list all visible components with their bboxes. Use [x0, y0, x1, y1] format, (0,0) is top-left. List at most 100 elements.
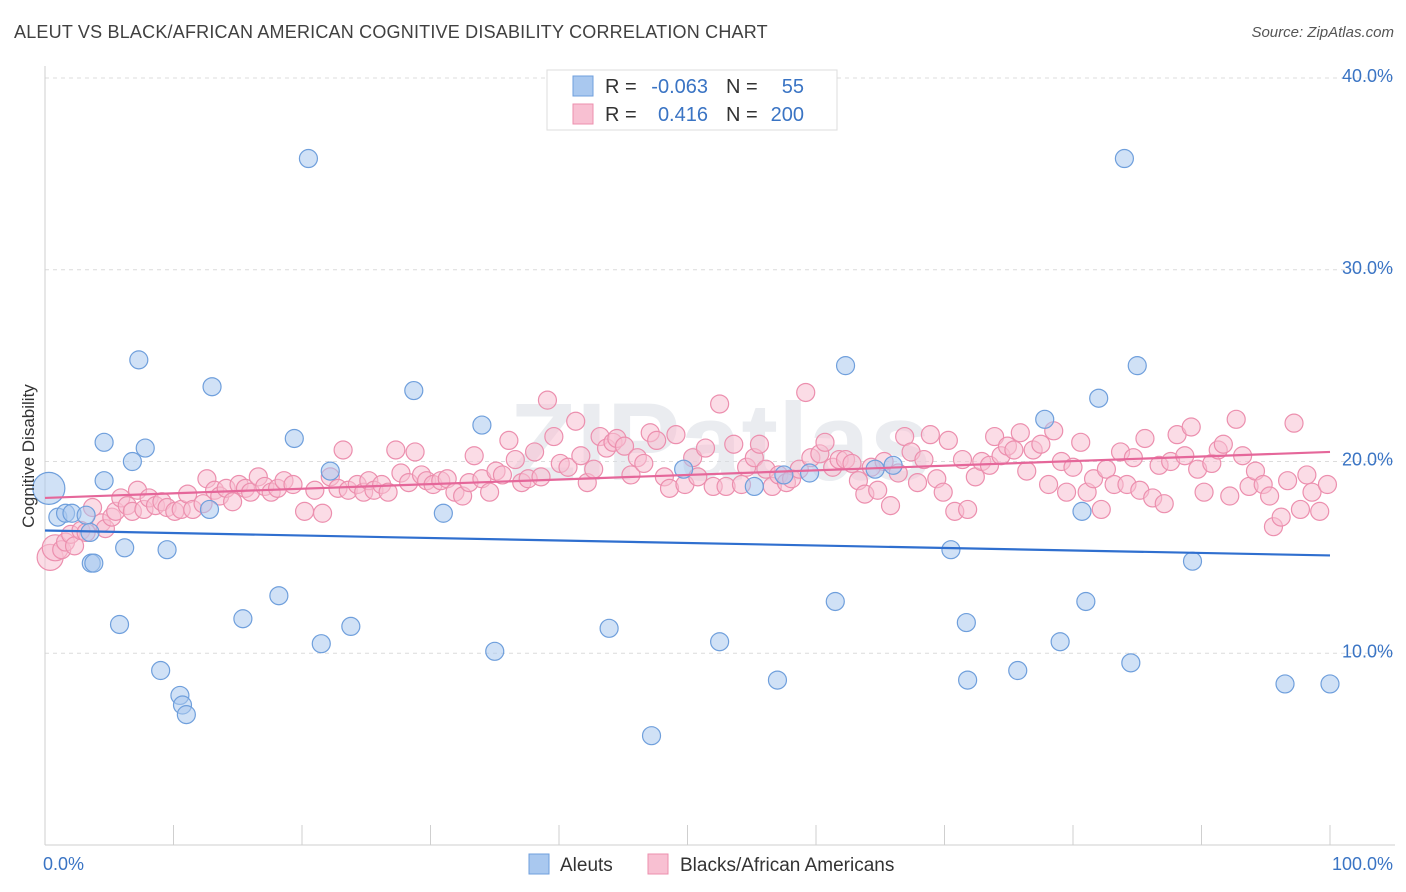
aleuts-point-57	[1182, 551, 1203, 571]
legend-n-value-blacks: 200	[771, 104, 804, 126]
blacks-point-196	[1317, 474, 1338, 495]
legend-r-value-blacks: 0.416	[658, 104, 708, 126]
blacks-point-84	[584, 459, 604, 479]
aleuts-point-48	[1008, 660, 1028, 681]
aleuts-point-38	[767, 670, 788, 690]
blacks-point-174	[1175, 446, 1195, 466]
aleuts-point-11	[115, 538, 135, 558]
aleuts-point-54	[1114, 148, 1135, 169]
aleuts-trend-line	[44, 529, 1331, 557]
aleuts-point-44	[883, 455, 903, 475]
aleuts-point-30	[433, 503, 453, 523]
blacks-point-103	[710, 394, 730, 414]
aleuts-point-22	[233, 609, 253, 629]
blacks-point-141	[958, 499, 978, 520]
blacks-point-145	[985, 426, 1005, 447]
blacks-point-156	[1056, 482, 1077, 502]
blacks-point-68	[480, 482, 500, 502]
blacks-point-89	[614, 436, 635, 456]
blacks-point-153	[1038, 474, 1059, 495]
blacks-point-192	[1290, 499, 1311, 520]
aleuts-point-27	[320, 461, 340, 481]
aleuts-point-26	[311, 634, 331, 654]
blacks-point-77	[537, 390, 558, 410]
blacks-point-41	[294, 501, 315, 521]
blacks-point-150	[1017, 461, 1037, 481]
blacks-point-57	[405, 442, 425, 462]
bottom-legend-swatch-blacks	[647, 853, 669, 875]
blacks-point-119	[815, 432, 835, 452]
aleuts-point-31	[472, 415, 492, 435]
series-aleuts-points	[32, 148, 1340, 746]
chart-title: ALEUT VS BLACK/AFRICAN AMERICAN COGNITIV…	[14, 22, 768, 42]
blacks-point-53	[378, 482, 398, 502]
aleuts-point-20	[199, 499, 220, 520]
aleuts-point-41	[825, 591, 845, 612]
trend-lines	[44, 450, 1331, 557]
aleuts-point-45	[941, 540, 961, 560]
aleuts-point-21	[202, 377, 222, 397]
blacks-point-80	[558, 457, 578, 477]
axes	[44, 66, 1395, 846]
aleuts-point-49	[1035, 409, 1055, 429]
blacks-point-177	[1194, 482, 1214, 502]
aleuts-point-47	[958, 670, 978, 690]
blacks-point-135	[920, 425, 940, 445]
blacks-point-116	[796, 382, 816, 403]
legend-swatch-blacks	[572, 103, 594, 125]
aleuts-point-24	[284, 428, 304, 449]
aleuts-point-29	[404, 380, 424, 401]
blacks-point-90	[621, 465, 641, 485]
aleuts-point-33	[599, 618, 619, 638]
blacks-point-175	[1181, 417, 1201, 437]
aleuts-point-16	[157, 540, 177, 560]
blacks-point-70	[492, 465, 513, 485]
blacks-point-105	[724, 434, 744, 454]
blacks-point-46	[333, 440, 353, 460]
aleuts-point-53	[1089, 388, 1109, 408]
blacks-point-127	[868, 480, 888, 500]
blacks-point-40	[283, 474, 303, 495]
x-tick-label-1: 100.0%	[1332, 854, 1393, 874]
aleuts-point-7	[84, 553, 104, 573]
aleuts-point-8	[94, 471, 114, 491]
legend-n-label-aleuts: N =	[726, 76, 758, 98]
aleuts-point-28	[341, 616, 361, 637]
blacks-point-191	[1284, 413, 1304, 433]
blacks-trend-line	[44, 450, 1331, 500]
blacks-point-71	[499, 430, 519, 451]
blacks-point-193	[1297, 465, 1317, 485]
blacks-point-134	[914, 449, 934, 470]
blacks-point-66	[464, 446, 484, 466]
y-tick-labels: 10.0% 20.0% 30.0% 40.0%	[1342, 66, 1393, 661]
blacks-point-189	[1271, 507, 1291, 527]
aleuts-point-23	[269, 586, 289, 606]
aleuts-point-50	[1050, 632, 1070, 652]
legend-r-value-aleuts: -0.063	[651, 76, 708, 98]
aleuts-point-36	[710, 632, 730, 652]
blacks-point-43	[312, 503, 333, 523]
legend-r-label-blacks: R =	[605, 104, 637, 126]
series-blacks-points	[36, 382, 1338, 571]
aleuts-point-35	[674, 459, 694, 479]
y-tick-label-2: 30.0%	[1342, 258, 1393, 278]
source-label: Source: ZipAtlas.com	[1251, 24, 1394, 41]
aleuts-point-51	[1072, 501, 1092, 521]
blacks-point-133	[907, 472, 928, 493]
blacks-point-161	[1091, 499, 1111, 520]
stats-legend: R = -0.063 N = 55 R = 0.416 N = 200	[546, 69, 838, 131]
blacks-point-158	[1071, 432, 1091, 452]
bottom-legend-swatch-aleuts	[528, 853, 550, 875]
aleuts-point-19	[176, 705, 196, 725]
aleuts-point-25	[298, 148, 319, 169]
blacks-point-149	[1010, 423, 1030, 443]
blacks-point-82	[571, 446, 591, 466]
legend-n-label-blacks: N =	[726, 104, 758, 126]
aleuts-point-10	[109, 614, 130, 635]
aleuts-point-46	[956, 612, 976, 633]
blacks-point-160	[1083, 469, 1104, 489]
aleuts-point-56	[1127, 356, 1147, 376]
blacks-point-168	[1135, 428, 1155, 449]
blacks-point-75	[524, 442, 545, 462]
